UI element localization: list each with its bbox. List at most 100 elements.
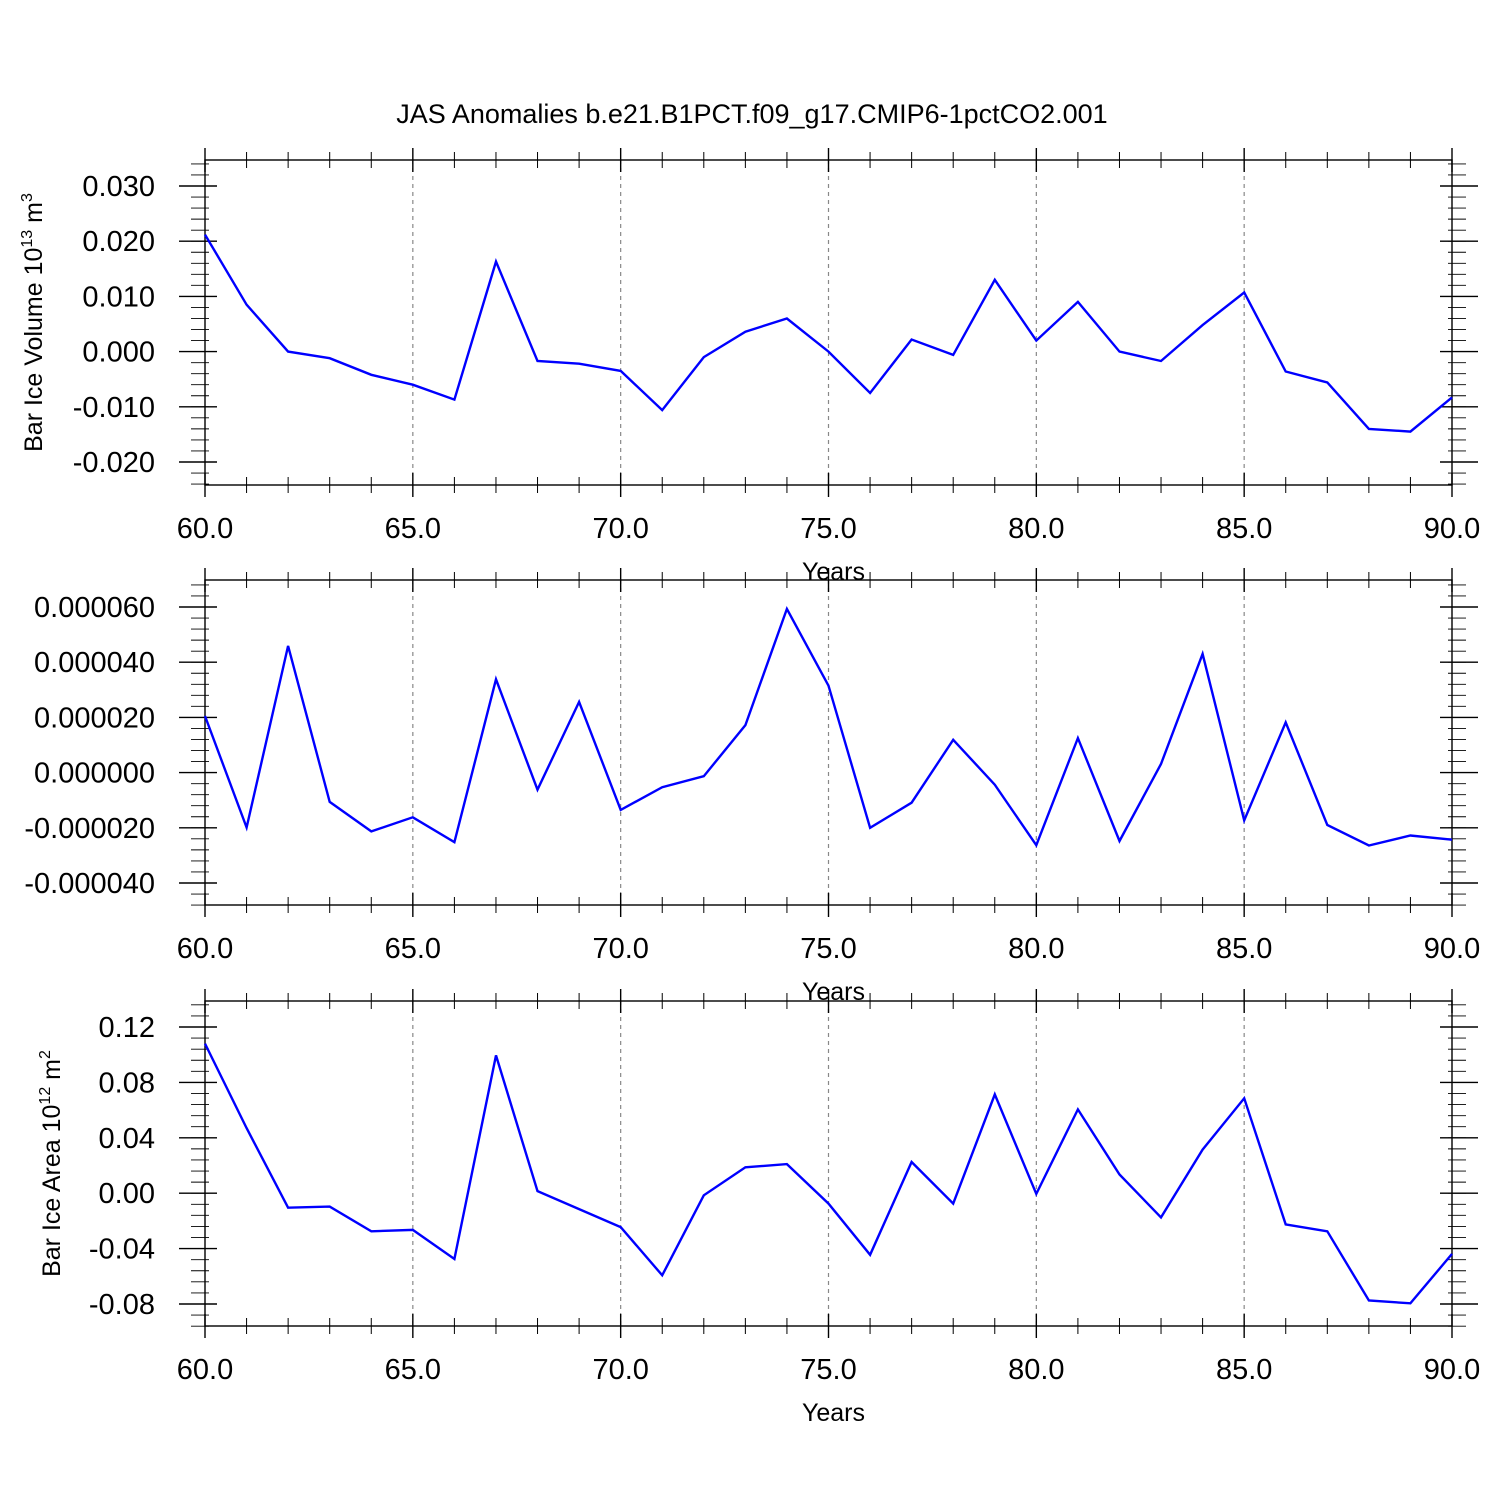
data-point: [1450, 395, 1454, 399]
x-tick-label: 70.0: [592, 933, 648, 965]
x-tick-label: 90.0: [1424, 513, 1480, 545]
data-point: [1117, 1173, 1121, 1177]
x-tick-label: 75.0: [800, 933, 856, 965]
data-point: [1284, 1222, 1288, 1226]
data-point: [785, 607, 789, 611]
x-tick-label: 70.0: [592, 1354, 648, 1386]
x-tick-label: 90.0: [1424, 1354, 1480, 1386]
data-point: [910, 337, 914, 341]
data-point: [245, 303, 249, 307]
data-point: [328, 800, 332, 804]
data-point: [1367, 1299, 1371, 1303]
data-point: [369, 829, 373, 833]
data-point: [1367, 427, 1371, 431]
data-point: [868, 826, 872, 830]
data-point: [203, 233, 207, 237]
data-point: [785, 316, 789, 320]
data-point: [1034, 339, 1038, 343]
data-point: [951, 353, 955, 357]
x-tick-label: 80.0: [1008, 513, 1064, 545]
data-point: [494, 1053, 498, 1057]
x-axis-label: Years: [802, 1399, 865, 1427]
data-point: [369, 1229, 373, 1233]
data-point: [411, 815, 415, 819]
y-tick-label: 0.00: [99, 1178, 155, 1210]
data-point: [1325, 823, 1329, 827]
data-point: [827, 350, 831, 354]
data-point: [1201, 323, 1205, 327]
data-point: [993, 783, 997, 787]
data-point: [951, 738, 955, 742]
data-point: [1242, 818, 1246, 822]
data-point: [1201, 652, 1205, 656]
y-tick-label: 0.020: [82, 226, 155, 258]
data-point: [245, 826, 249, 830]
data-point: [743, 723, 747, 727]
series-line: [203, 233, 1453, 433]
data-point: [411, 383, 415, 387]
figure-title: JAS Anomalies b.e21.B1PCT.f09_g17.CMIP6-…: [396, 99, 1107, 129]
data-point: [910, 801, 914, 805]
data-point: [1325, 1229, 1329, 1233]
x-tick-label: 60.0: [177, 933, 233, 965]
y-tick-label: -0.010: [73, 392, 155, 424]
panels: 60.0 65.0 70.0 75.0 80.0 85.0 90.0 0.030 0.020 0.…: [19, 148, 1480, 1427]
data-point: [1076, 1107, 1080, 1111]
data-point: [286, 644, 290, 648]
y-tick-label: 0.08: [99, 1067, 155, 1099]
data-point: [827, 1202, 831, 1206]
data-point: [577, 700, 581, 704]
data-point: [868, 1253, 872, 1257]
data-point: [993, 278, 997, 282]
series-line: [203, 605, 1453, 848]
data-point: [286, 1206, 290, 1210]
data-point: [203, 1042, 207, 1046]
data-point: [452, 840, 456, 844]
data-point: [1242, 291, 1246, 295]
y-tick-label: -0.000020: [24, 813, 155, 845]
y-tick-label: -0.08: [89, 1289, 155, 1321]
x-axis-label: Years: [802, 978, 865, 1006]
data-point: [1034, 1192, 1038, 1196]
x-tick-label: 80.0: [1008, 1354, 1064, 1386]
data-point: [702, 774, 706, 778]
data-point: [1159, 1215, 1163, 1219]
y-tick-label: -0.04: [89, 1234, 155, 1266]
data-point: [1325, 381, 1329, 385]
data-point: [743, 1165, 747, 1169]
x-tick-label: 65.0: [385, 933, 441, 965]
data-point: [203, 714, 207, 718]
x-axis-label: Years: [802, 558, 865, 586]
data-point: [785, 1162, 789, 1166]
data-point: [1159, 762, 1163, 766]
y-tick-label: 0.000: [82, 337, 155, 369]
x-tick-label: 75.0: [800, 1354, 856, 1386]
data-point: [536, 788, 540, 792]
data-point: [328, 1205, 332, 1209]
data-point: [1450, 838, 1454, 842]
x-tick-label: 90.0: [1424, 933, 1480, 965]
y-tick-label: 0.000020: [34, 702, 155, 734]
data-point: [619, 1225, 623, 1229]
data-point: [660, 1273, 664, 1277]
chart-panel-1: 60.0 65.0 70.0 75.0 80.0 85.0 90.0 0.030 0.020 0.…: [19, 148, 1480, 586]
data-point: [452, 1257, 456, 1261]
x-tick-label: 60.0: [177, 1354, 233, 1386]
data-point: [827, 684, 831, 688]
data-point: [1450, 1252, 1454, 1256]
data-point: [1034, 843, 1038, 847]
data-point: [1408, 430, 1412, 434]
data-point: [619, 369, 623, 373]
data-point: [536, 359, 540, 363]
data-point: [328, 356, 332, 360]
y-tick-label: 0.000040: [34, 647, 155, 679]
y-tick-label: 0.04: [99, 1123, 155, 1155]
data-point: [245, 1126, 249, 1130]
x-tick-label: 60.0: [177, 513, 233, 545]
data-point: [1117, 350, 1121, 354]
data-point: [577, 1207, 581, 1211]
data-point: [951, 1202, 955, 1206]
x-tick-label: 65.0: [385, 1354, 441, 1386]
data-point: [660, 408, 664, 412]
y-axis-label: Bar Ice Area 1012 m2: [37, 1050, 66, 1277]
